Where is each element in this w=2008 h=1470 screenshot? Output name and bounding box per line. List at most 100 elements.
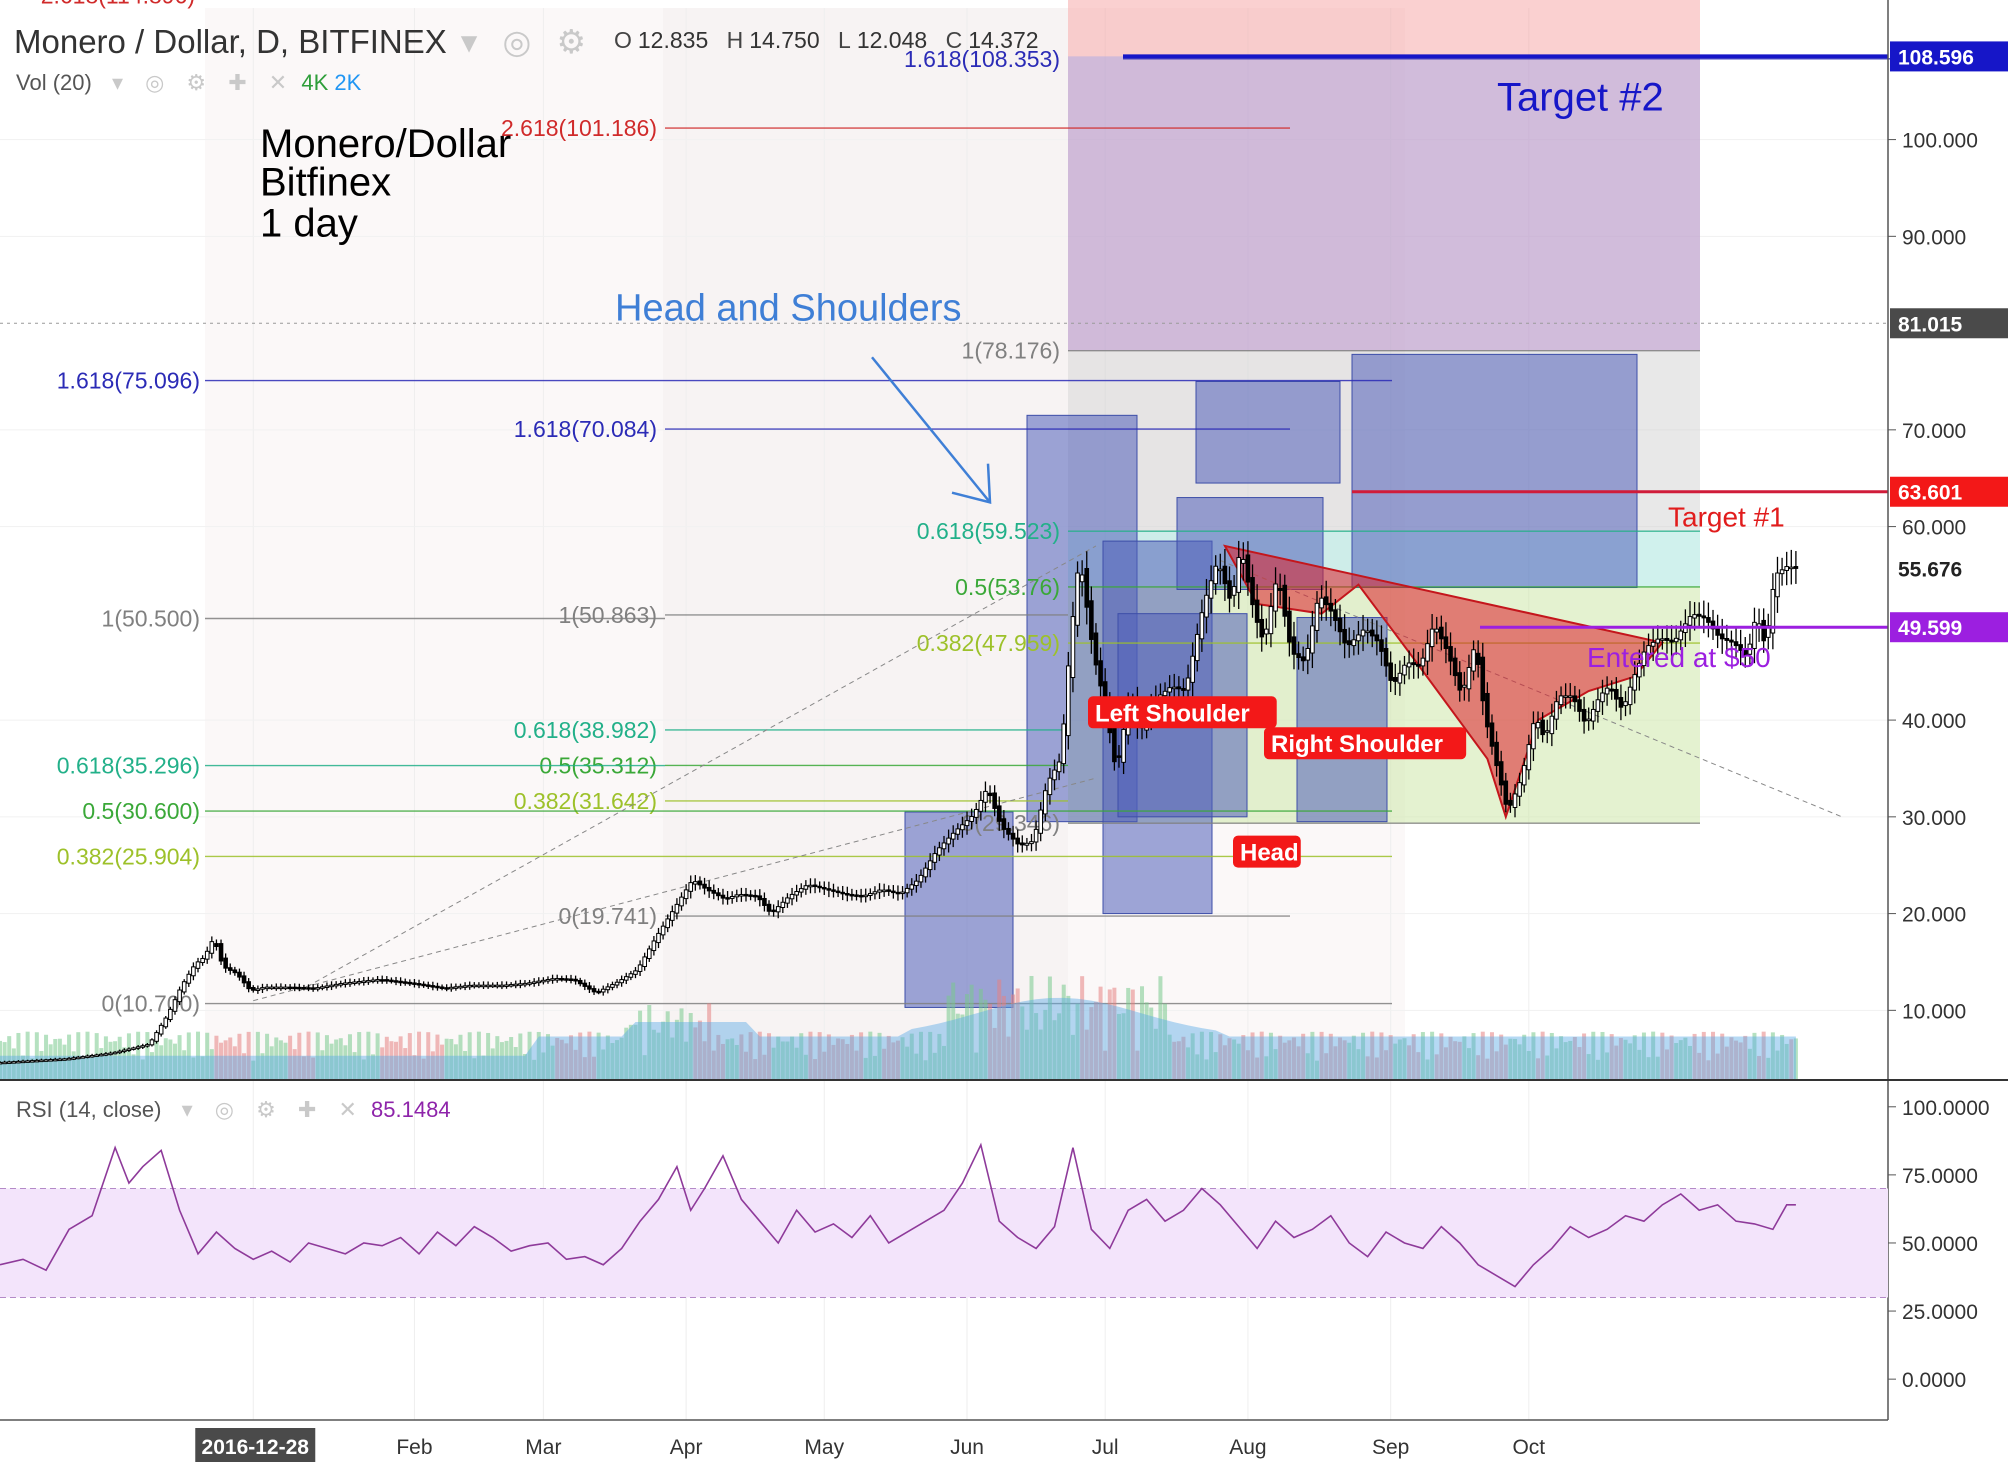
- volume-bar: [886, 1035, 891, 1080]
- candle-body: [536, 980, 542, 984]
- candle-body: [462, 985, 468, 988]
- candle-body: [375, 979, 380, 982]
- volume-bar: [1319, 1031, 1324, 1080]
- rsi-tick-label-4: 0.0000: [1902, 1369, 1966, 1392]
- candle-body: [785, 897, 790, 904]
- candle-body: [693, 881, 698, 885]
- volume-value-2: 2K: [334, 70, 362, 95]
- volume-bar: [665, 1011, 670, 1080]
- volume-bar: [780, 1041, 785, 1080]
- volume-bar: [1540, 1031, 1545, 1080]
- candle-body: [660, 925, 666, 936]
- volume-bar: [513, 1047, 518, 1080]
- volume-legend[interactable]: Vol (20) ▾ ◎ ⚙ ✚ ✕ 4K 2K: [16, 70, 361, 96]
- candle-body: [1724, 637, 1730, 641]
- candle-body: [255, 988, 261, 991]
- candle-body: [177, 989, 182, 1003]
- candle-body: [651, 940, 657, 952]
- candle-body: [1259, 618, 1265, 638]
- volume-bar: [39, 1050, 44, 1080]
- title-tools[interactable]: ▾ ◎ ⚙: [460, 23, 595, 60]
- candle-body: [697, 880, 703, 886]
- candle-body: [1742, 648, 1748, 656]
- volume-bar: [1370, 1031, 1375, 1080]
- candle-body: [623, 976, 629, 981]
- candle-body: [352, 981, 357, 984]
- candle-body: [1061, 723, 1067, 765]
- candle-body: [52, 1058, 58, 1062]
- candle-body: [1089, 600, 1094, 640]
- candle-body: [241, 975, 247, 984]
- rsi-value: 85.1484: [371, 1097, 451, 1122]
- candle-body: [1356, 634, 1361, 642]
- candle-body: [108, 1052, 113, 1056]
- volume-bar: [1457, 1041, 1462, 1080]
- volume-bar: [44, 1034, 49, 1080]
- candle-body: [1254, 599, 1260, 623]
- volume-tools[interactable]: ▾ ◎ ⚙ ✚ ✕: [111, 70, 296, 95]
- candle-body: [900, 891, 905, 895]
- volume-bar: [1761, 1031, 1766, 1080]
- candle-body: [716, 892, 721, 897]
- candle-body: [1365, 630, 1370, 634]
- candle-body: [407, 981, 413, 985]
- candle-body: [762, 897, 767, 906]
- price-tick-label-3: 60.000: [1902, 517, 1966, 540]
- volume-bar: [1628, 1043, 1633, 1080]
- candle-body: [794, 891, 799, 896]
- volume-bar: [1651, 1031, 1656, 1080]
- candle-body: [775, 906, 781, 913]
- candle-body: [126, 1048, 132, 1051]
- volume-bar: [30, 1058, 35, 1080]
- candle-body: [320, 986, 325, 989]
- pattern-label-0: Left Shoulder: [1095, 700, 1250, 727]
- candle-body: [1264, 628, 1269, 635]
- candle-body: [734, 894, 740, 898]
- volume-bar: [1397, 1039, 1402, 1080]
- volume-bar: [172, 1043, 177, 1080]
- volume-bar: [458, 1034, 463, 1080]
- candle-body: [1761, 619, 1766, 642]
- candle-body: [771, 909, 776, 913]
- volume-bar: [1393, 1043, 1398, 1080]
- volume-bar: [1181, 1036, 1186, 1080]
- volume-bar: [1517, 1044, 1522, 1080]
- volume-bar: [1646, 1057, 1651, 1080]
- candle-body: [34, 1059, 40, 1063]
- volume-bar: [1057, 1013, 1062, 1080]
- candle-body: [264, 986, 270, 990]
- callout-arrowhead: [951, 463, 992, 505]
- rsi-tools[interactable]: ▾ ◎ ⚙ ✚ ✕: [181, 1097, 365, 1122]
- candle-body: [181, 981, 187, 993]
- volume-bar: [628, 1024, 633, 1080]
- candle-body: [237, 971, 242, 978]
- candle-body: [1696, 613, 1702, 617]
- candle-body: [71, 1057, 76, 1060]
- volume-bar: [242, 1053, 247, 1080]
- annotation-3: Head and Shoulders: [615, 288, 961, 330]
- candle-body: [895, 891, 901, 895]
- volume-bar: [1720, 1033, 1725, 1080]
- candle-body: [1208, 580, 1214, 599]
- candle-body: [458, 985, 463, 989]
- candle-body: [1494, 741, 1499, 767]
- rsi-legend[interactable]: RSI (14, close) ▾ ◎ ⚙ ✚ ✕ 85.1484: [16, 1097, 451, 1123]
- candle-body: [1010, 832, 1016, 840]
- candle-body: [1793, 566, 1799, 569]
- volume-bar: [955, 1013, 960, 1080]
- fib-label-19: 0(10.700): [102, 991, 200, 1017]
- candle-body: [1609, 688, 1615, 692]
- volume-bar: [794, 1047, 799, 1080]
- candle-body: [398, 980, 403, 984]
- volume-bar: [90, 1055, 95, 1080]
- candle-body: [306, 987, 311, 990]
- candle-body: [941, 842, 947, 850]
- volume-bar: [1780, 1034, 1785, 1080]
- measure-box-0: [904, 811, 1014, 1008]
- candle-body: [904, 887, 910, 894]
- candle-body: [983, 790, 988, 803]
- volume-bar: [1199, 1031, 1204, 1080]
- volume-bar: [394, 1041, 399, 1080]
- symbol-title[interactable]: Monero / Dollar, D, BITFINEX ▾ ◎ ⚙: [14, 22, 594, 61]
